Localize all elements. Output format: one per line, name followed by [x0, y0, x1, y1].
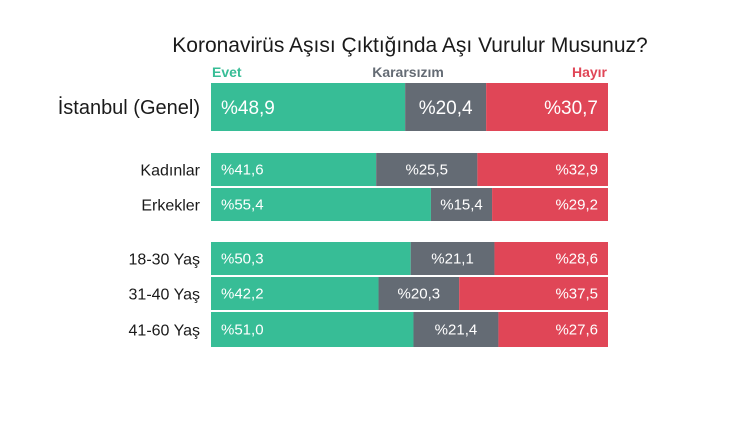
bar-segment [430, 188, 493, 221]
data-label: %20,4 [419, 98, 473, 119]
data-label: %25,5 [405, 162, 448, 179]
bar-segment [211, 312, 414, 347]
bar-segment [211, 83, 406, 131]
data-label: %15,4 [440, 197, 483, 214]
bar-segment [459, 277, 609, 310]
bar-rows: İstanbul (Genel) %48,9 %20,4 %30,7 Kadınlar%… [58, 83, 609, 347]
data-label: %41,6 [221, 162, 264, 179]
data-label: %20,3 [398, 286, 441, 303]
legend-hayir: Hayır [572, 64, 608, 80]
row-label: 18-30 Yaş [129, 252, 200, 269]
bar-segment [211, 153, 377, 186]
data-label: %51,0 [221, 322, 264, 339]
data-label: %28,6 [555, 251, 598, 268]
row-label: İstanbul (Genel) [58, 96, 200, 119]
data-label: %27,6 [555, 322, 598, 339]
row-label: 41-60 Yaş [129, 323, 200, 340]
data-label: %50,3 [221, 251, 264, 268]
legend-evet: Evet [212, 64, 242, 80]
bar-segment [405, 83, 487, 131]
bar-segment [410, 242, 495, 275]
bar-segment [211, 188, 431, 221]
data-label: %32,9 [555, 162, 598, 179]
bar-segment [211, 277, 379, 310]
bar-segment [486, 83, 608, 131]
chart-title: Koronavirüs Aşısı Çıktığında Aşı Vurulur… [172, 34, 647, 57]
data-label: %55,4 [221, 197, 264, 214]
legend-kararsizim: Kararsızım [372, 64, 444, 80]
data-label: %29,2 [555, 197, 598, 214]
data-label: %48,9 [221, 98, 275, 119]
bar-segment [477, 153, 608, 186]
bar-segment [494, 242, 608, 275]
data-label: %37,5 [555, 286, 598, 303]
bar-segment [378, 277, 460, 310]
bar-segment [211, 242, 411, 275]
data-label: %42,2 [221, 286, 264, 303]
bar-segment [492, 188, 608, 221]
bar-segment [376, 153, 478, 186]
data-label: %30,7 [544, 98, 598, 119]
row-label: Erkekler [141, 198, 200, 215]
row-label: Kadınlar [140, 163, 200, 180]
bar-segment [498, 312, 608, 347]
row-label: 31-40 Yaş [129, 287, 200, 304]
data-label: %21,4 [435, 322, 478, 339]
data-label: %21,1 [431, 251, 474, 268]
bar-segment [413, 312, 499, 347]
